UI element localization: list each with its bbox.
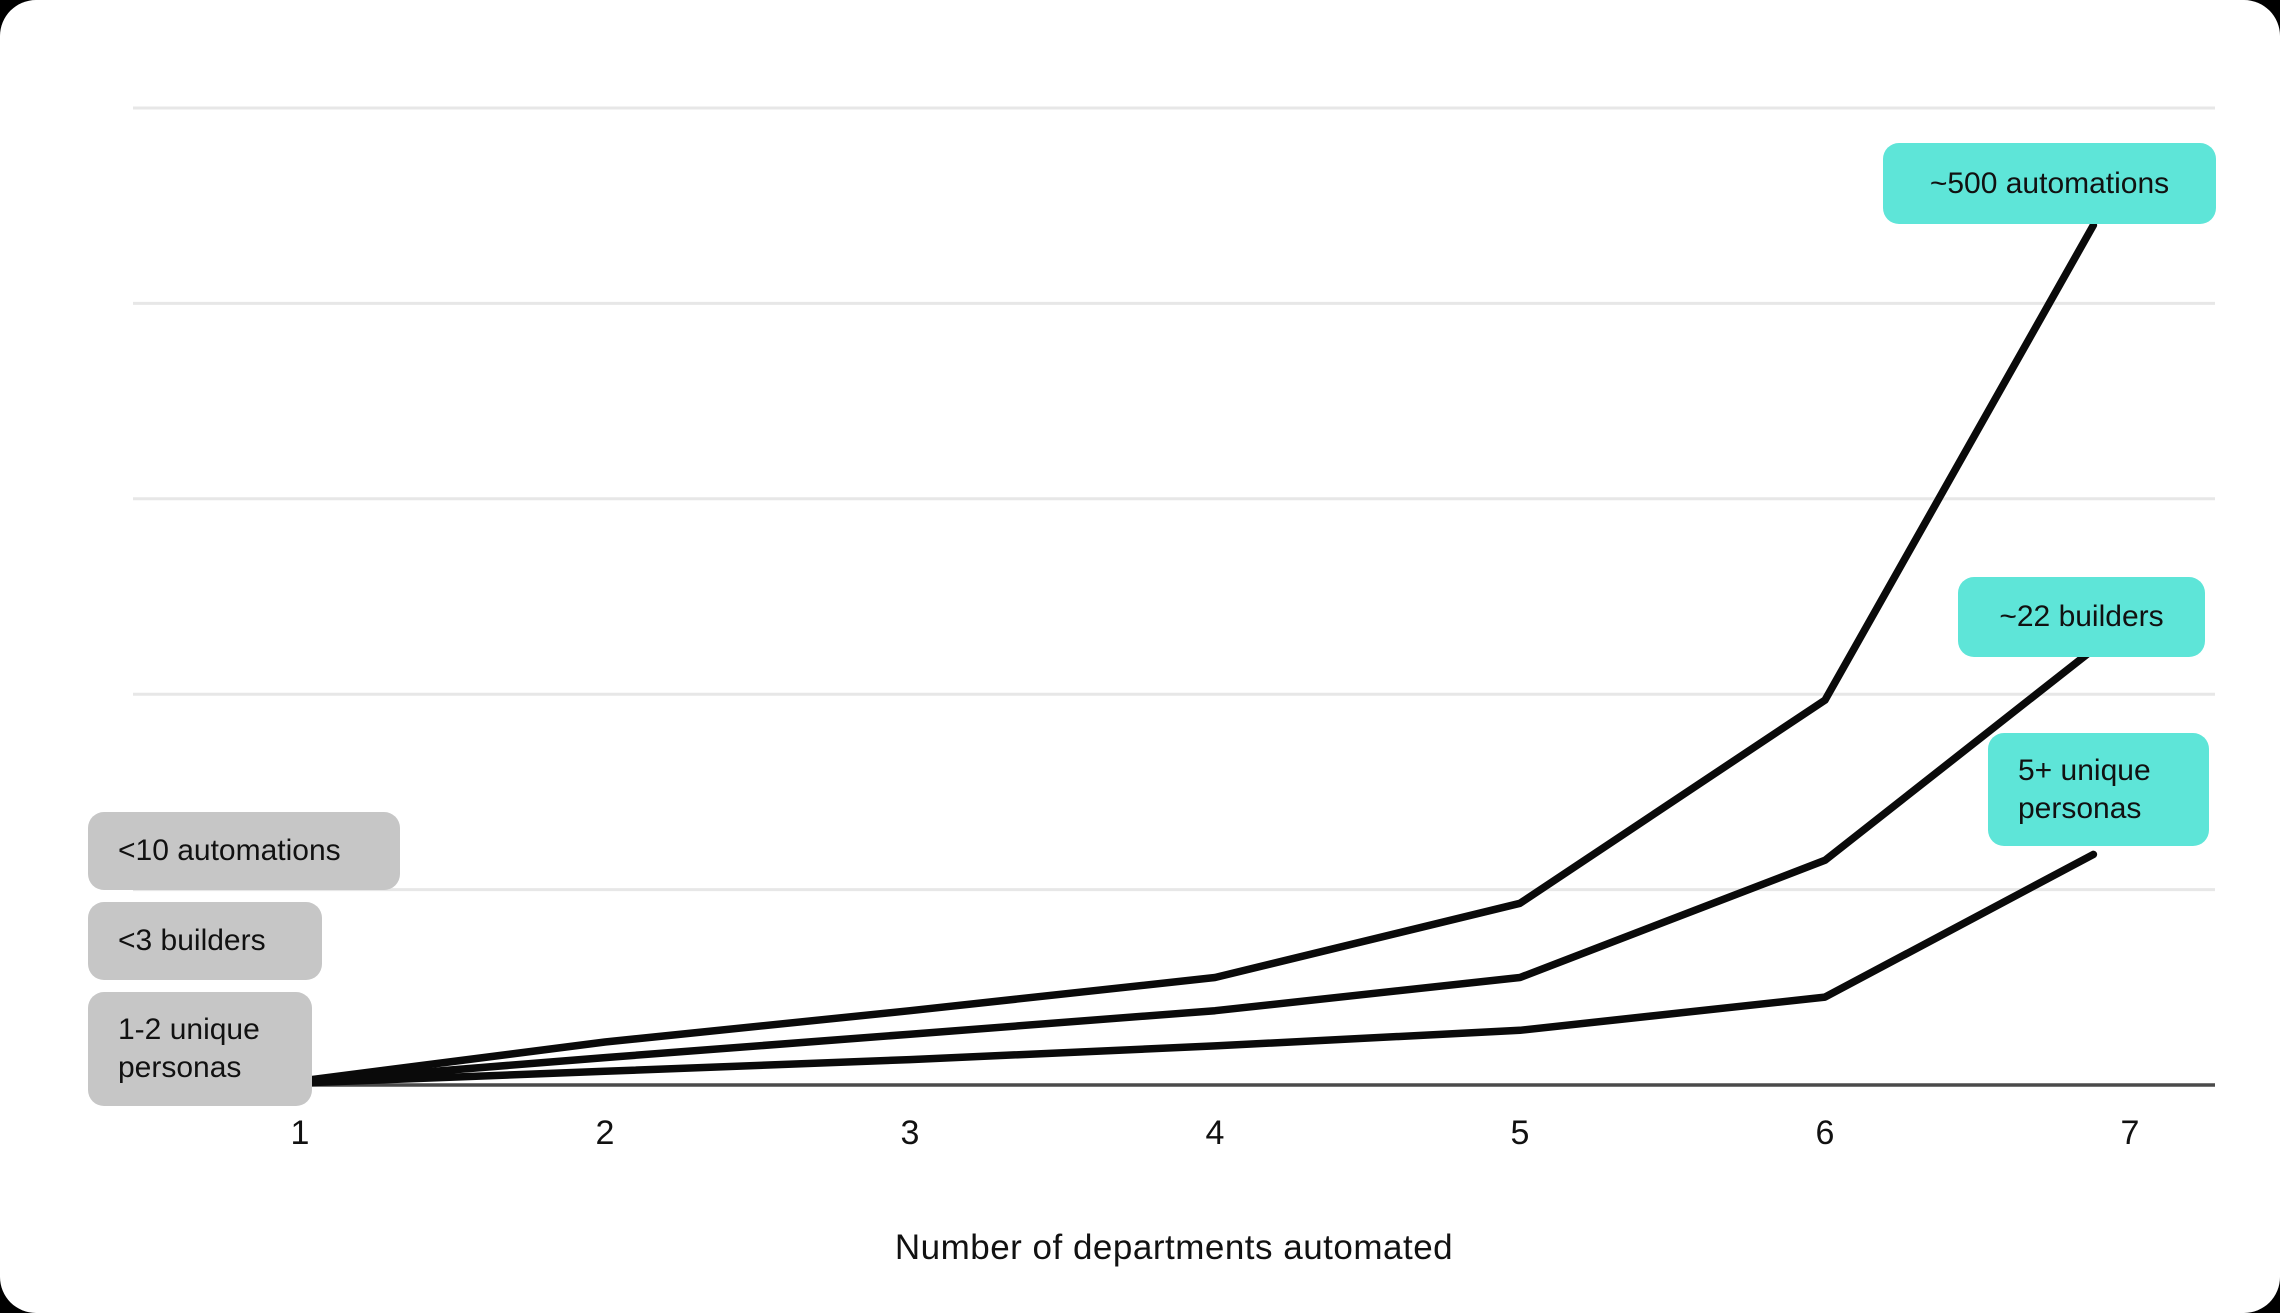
x-tick-label: 6	[1815, 1114, 1835, 1152]
end-badge-automations: ~500 automations	[1883, 143, 2216, 224]
start-badge-builders: <3 builders	[88, 902, 322, 980]
badge-label: 5+ unique	[2018, 753, 2151, 787]
badge-label: ~500 automations	[1929, 166, 2170, 200]
badge-label: personas	[118, 1051, 242, 1084]
series-line-builders	[296, 645, 2098, 1086]
badge-label: personas	[2018, 791, 2142, 825]
x-tick-label: 7	[2120, 1114, 2140, 1152]
x-tick-label: 3	[900, 1114, 920, 1152]
series-line-personas	[296, 850, 2098, 1087]
start-badge-automations: <10 automations	[88, 812, 400, 890]
badge-label: <3 builders	[118, 924, 266, 957]
badge-label: 1-2 unique	[118, 1013, 260, 1046]
badge-label: ~22 builders	[1999, 600, 2164, 633]
start-badge-personas: 1-2 unique personas	[88, 992, 312, 1106]
x-tick-label: 4	[1205, 1114, 1225, 1152]
series-line-automations	[296, 221, 2098, 1085]
end-badge-builders: ~22 builders	[1958, 577, 2205, 657]
x-tick-label: 1	[290, 1114, 310, 1152]
end-badge-personas: 5+ unique personas	[1988, 733, 2209, 846]
x-tick-label: 2	[595, 1114, 615, 1152]
badge-label: <10 automations	[118, 834, 341, 867]
x-tick-label: 5	[1510, 1114, 1530, 1152]
x-axis-title: Number of departments automated	[894, 1228, 1454, 1267]
